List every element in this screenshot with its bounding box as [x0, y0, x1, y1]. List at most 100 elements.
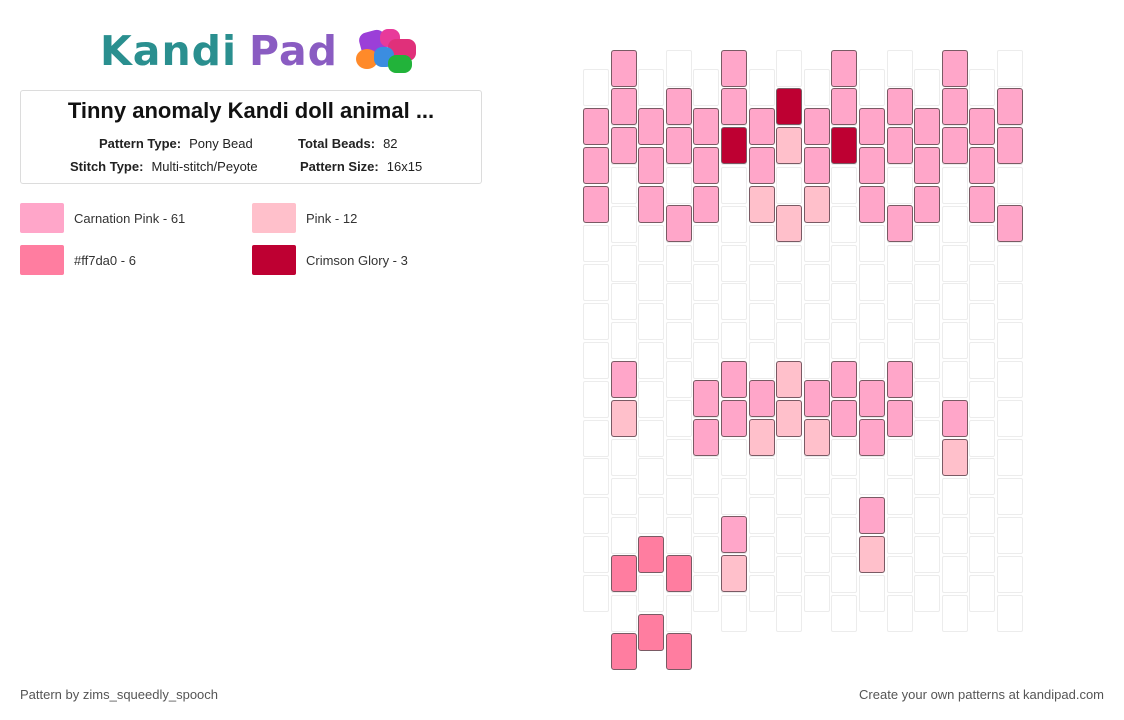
bead: [583, 107, 609, 145]
logo-text-kandi: Kandi: [100, 27, 238, 75]
bead: [748, 419, 775, 457]
bead: [665, 88, 692, 126]
legend-item-pink: Pink - 12: [252, 203, 357, 233]
grid-cell: [748, 263, 775, 301]
grid-cell: [583, 263, 609, 301]
bead: [969, 185, 996, 223]
grid-cell: [941, 322, 968, 360]
kandipad-logo[interactable]: Kandi Pad: [100, 26, 422, 76]
bead: [583, 146, 609, 184]
bead: [665, 205, 692, 243]
legend-label: #ff7da0 - 6: [74, 252, 136, 268]
grid-cell: [831, 244, 858, 282]
grid-cell: [665, 88, 692, 126]
grid-cell: [859, 497, 885, 535]
bead: [997, 205, 1023, 243]
grid-cell: [941, 166, 968, 204]
grid-cell: [803, 575, 830, 613]
stitch-type-value: Multi-stitch/Peyote: [151, 159, 258, 174]
legend-label: Carnation Pink - 61: [74, 210, 186, 226]
color-swatch: [20, 245, 64, 275]
bead: [721, 49, 747, 87]
grid-cell: [583, 341, 609, 379]
bead: [941, 88, 968, 126]
grid-cell: [997, 555, 1023, 593]
bead: [831, 88, 858, 126]
grid-cell: [638, 575, 665, 613]
grid-cell: [748, 458, 775, 496]
bead: [610, 127, 637, 165]
grid-cell: [997, 88, 1023, 126]
bead: [886, 399, 913, 437]
grid-cell: [583, 69, 609, 107]
grid-cell: [831, 477, 858, 515]
pattern-info-card: Tinny anomaly Kandi doll animal ... Patt…: [20, 90, 482, 184]
total-beads-value: 82: [383, 136, 398, 151]
grid-cell: [638, 536, 665, 574]
grid-cell: [886, 283, 913, 321]
grid-cell: [610, 439, 637, 476]
grid-cell: [914, 108, 941, 146]
grid-cell: [969, 147, 996, 185]
bead: [610, 633, 637, 671]
bead: [665, 127, 692, 165]
bead: [997, 88, 1023, 126]
grid-cell: [583, 302, 609, 340]
grid-cell: [831, 88, 858, 126]
total-beads: Total Beads: 82: [298, 136, 398, 151]
color-swatch: [252, 203, 296, 233]
bead: [914, 146, 941, 184]
grid-cell: [859, 225, 885, 263]
bead: [997, 127, 1023, 165]
grid-cell: [583, 108, 609, 146]
bead: [831, 49, 858, 87]
bead: [941, 127, 968, 165]
grid-cell: [886, 594, 913, 632]
grid-cell: [941, 361, 968, 399]
bead: [638, 146, 665, 184]
grid-cell: [831, 50, 858, 87]
grid-cell: [721, 322, 747, 360]
color-swatch: [252, 245, 296, 275]
grid-cell: [610, 50, 637, 87]
grid-cell: [831, 166, 858, 204]
grid-cell: [859, 302, 885, 340]
bead: [693, 146, 720, 184]
grid-cell: [859, 380, 885, 418]
grid-cell: [914, 186, 941, 224]
grid-cell: [610, 205, 637, 243]
grid-cell: [665, 516, 692, 554]
grid-cell: [583, 575, 609, 613]
grid-cell: [914, 536, 941, 574]
grid-cell: [776, 400, 803, 438]
footer-link[interactable]: Create your own patterns at kandipad.com: [859, 687, 1104, 702]
pattern-size-value: 16x15: [386, 159, 423, 174]
grid-cell: [638, 497, 665, 535]
bead: [610, 555, 637, 593]
bead: [776, 360, 803, 398]
grid-cell: [638, 186, 665, 224]
pattern-type-value: Pony Bead: [189, 136, 253, 151]
bead: [859, 107, 885, 145]
grid-cell: [831, 555, 858, 593]
bead: [776, 399, 803, 437]
grid-cell: [638, 225, 665, 263]
grid-cell: [665, 166, 692, 204]
grid-cell: [693, 536, 720, 574]
bead: [831, 399, 858, 437]
grid-cell: [693, 458, 720, 496]
grid-cell: [665, 400, 692, 438]
grid-cell: [693, 147, 720, 185]
grid-cell: [886, 244, 913, 282]
grid-cell: [583, 186, 609, 224]
grid-cell: [721, 400, 747, 438]
grid-cell: [721, 50, 747, 87]
grid-cell: [803, 225, 830, 263]
grid-cell: [803, 69, 830, 107]
grid-cell: [859, 263, 885, 301]
grid-cell: [831, 594, 858, 632]
grid-cell: [748, 108, 775, 146]
grid-cell: [803, 186, 830, 224]
bead: [803, 419, 830, 457]
bead: [941, 49, 968, 87]
